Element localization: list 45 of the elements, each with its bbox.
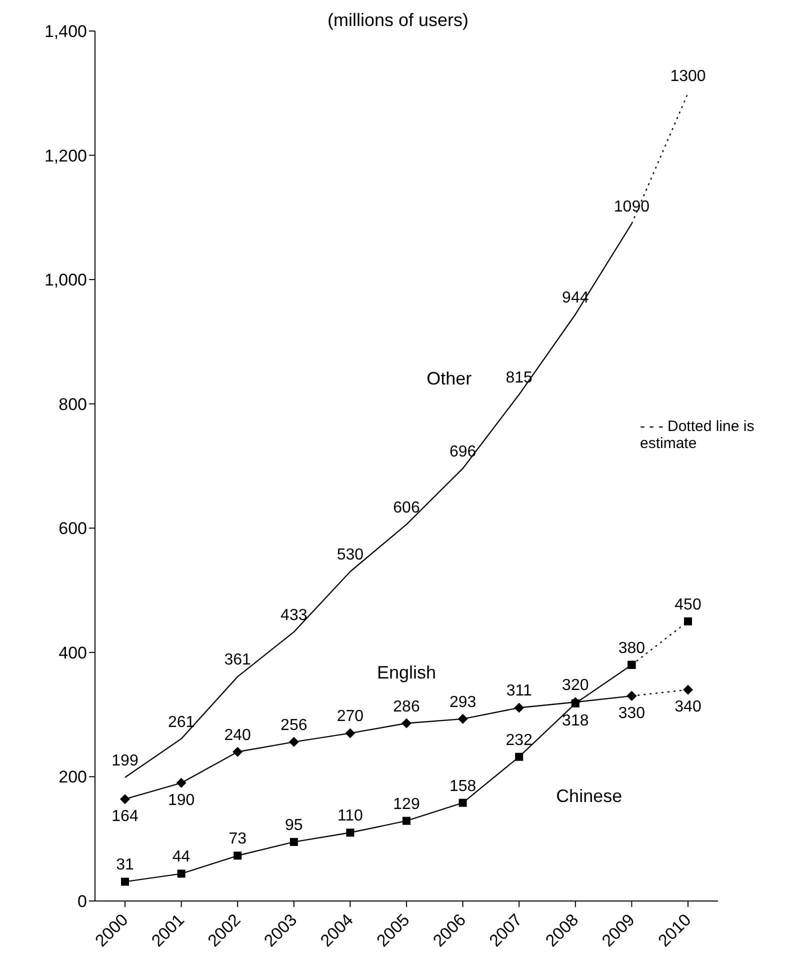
data-label: 606 [393,499,420,516]
y-tick-label: 0 [78,892,87,912]
data-label: 361 [224,652,252,669]
data-label: 164 [112,808,138,826]
data-label: 158 [449,778,476,795]
data-label: 330 [618,704,646,722]
data-label: 380 [618,640,646,657]
data-label: 232 [506,732,533,749]
data-label: 256 [280,716,308,734]
data-label: 73 [228,830,247,848]
chart-title: (millions of users) [327,10,469,30]
data-label: 1090 [614,198,650,216]
text: English [376,662,436,682]
y-tick-label: 1,200 [44,146,87,166]
text: Chinese [556,786,622,806]
data-label: 95 [285,816,303,834]
data-label: 199 [112,752,138,770]
data-label: 240 [224,726,252,744]
data-label: 311 [506,682,532,700]
data-label: 190 [168,792,195,809]
y-tick-label: 200 [58,768,87,787]
data-label: 261 [168,714,195,731]
data-label: 340 [674,698,702,716]
y-tick-label: 1,400 [44,22,87,42]
data-label: 815 [506,370,533,387]
data-label: 270 [336,708,364,726]
text: Other [426,368,472,389]
data-label: 320 [562,677,589,694]
annotation: - - - Dotted line is estimate [640,418,756,452]
data-label: 1300 [670,68,706,86]
data-label: 129 [393,796,420,813]
data-label: 110 [337,808,364,825]
data-label: 530 [336,546,364,564]
data-label: 696 [449,443,476,460]
data-label: 450 [674,596,702,614]
data-label: 44 [172,848,190,866]
y-tick-label: 400 [58,643,87,662]
y-tick-label: 600 [58,519,87,538]
data-label: 31 [116,856,134,874]
y-tick-label: 1,000 [44,270,87,290]
data-label: 318 [562,712,589,730]
data-label: 433 [280,606,308,624]
y-tick-label: 800 [58,394,87,414]
data-label: 293 [449,694,476,711]
data-label: 286 [393,698,420,716]
